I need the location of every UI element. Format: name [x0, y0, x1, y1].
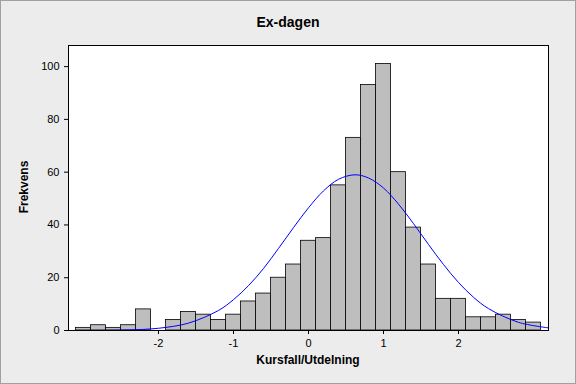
- svg-text:60: 60: [47, 166, 59, 178]
- svg-text:40: 40: [47, 218, 59, 230]
- svg-text:1: 1: [380, 337, 386, 349]
- svg-text:-2: -2: [154, 337, 164, 349]
- svg-text:80: 80: [47, 113, 59, 125]
- svg-text:20: 20: [47, 271, 59, 283]
- svg-text:0: 0: [305, 337, 311, 349]
- svg-text:-1: -1: [229, 337, 239, 349]
- html-text:Kursfall/Utdelning: Kursfall/Utdelning: [256, 353, 360, 367]
- html-text:Frekvens: Frekvens: [17, 160, 31, 214]
- html-text:Ex-dagen: Ex-dagen: [256, 14, 320, 30]
- svg-text:2: 2: [455, 337, 461, 349]
- svg-text:100: 100: [41, 60, 59, 72]
- svg-text:0: 0: [53, 324, 59, 336]
